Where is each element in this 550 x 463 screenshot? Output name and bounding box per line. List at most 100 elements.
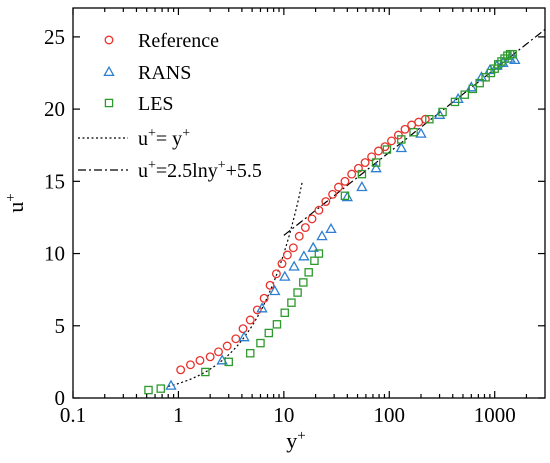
les-point	[201, 367, 210, 377]
y-tick-label: 20	[44, 97, 65, 121]
les-point	[310, 256, 319, 266]
axis-label-sup: +	[3, 193, 19, 201]
les-point	[256, 338, 265, 348]
rans-point	[356, 180, 368, 192]
rans-point	[370, 162, 382, 173]
les-point	[508, 49, 517, 59]
reference-point	[374, 146, 383, 156]
legend-sup: +	[148, 126, 156, 141]
reference-point	[328, 189, 338, 199]
reference-point	[231, 334, 241, 344]
les-point	[224, 357, 233, 367]
rans-point	[288, 260, 300, 271]
rans-point	[433, 108, 446, 119]
reference-point	[294, 231, 304, 241]
reference-point	[300, 223, 310, 233]
legend-marker-triangle	[103, 65, 115, 77]
plot-frame	[72, 7, 546, 399]
legend-line-label: u+= y+	[138, 126, 190, 150]
axis-ticks: 0.1 1 10 100 1000 0 5 10 15 20 25	[44, 8, 545, 427]
legend-sup: +	[218, 158, 226, 173]
rans-point	[509, 53, 521, 65]
reference-point	[185, 360, 195, 370]
les-point	[503, 51, 512, 60]
legend-marker-square	[104, 98, 114, 108]
reference-point	[252, 305, 262, 315]
les-point	[264, 328, 274, 338]
reference-point	[360, 158, 370, 168]
les-point	[245, 348, 255, 358]
les-point	[357, 169, 367, 179]
reference-point	[277, 259, 287, 269]
reference-point	[307, 214, 317, 224]
reference-point	[271, 269, 281, 279]
reference-point	[367, 152, 377, 162]
les-point	[382, 145, 392, 154]
reference-point	[387, 136, 396, 146]
rans-point	[395, 141, 408, 153]
rans-point	[298, 250, 310, 261]
rans-point	[256, 302, 268, 313]
legend-text: u	[138, 128, 148, 150]
y-tick-label: 15	[44, 169, 65, 193]
reference-point	[334, 182, 343, 192]
les-point	[438, 107, 447, 117]
les-point	[409, 127, 418, 137]
axis-label-base: y	[286, 428, 297, 453]
legend-text: = y	[156, 128, 182, 150]
y-tick-label: 25	[44, 25, 65, 49]
rans-point	[165, 379, 177, 390]
legend-label: RANS	[138, 62, 191, 84]
reference-point	[347, 169, 357, 179]
rans-point	[316, 230, 328, 241]
reference-point	[214, 347, 223, 357]
legend-label: Reference	[138, 30, 219, 52]
x-tick-label: 100	[374, 403, 406, 427]
reference-point	[222, 341, 232, 351]
rans-point	[307, 241, 319, 252]
legend-text: u	[138, 160, 148, 182]
reference-point	[380, 142, 390, 152]
les-point	[468, 84, 478, 94]
rans-point	[325, 222, 337, 234]
y-tick-label: 5	[55, 314, 66, 338]
les-point	[460, 90, 470, 99]
rans-point	[465, 81, 478, 92]
les-point	[371, 158, 381, 167]
les-point	[425, 114, 434, 124]
reference-point	[205, 352, 215, 362]
legend-text: =2.5lny	[156, 160, 218, 182]
axis-label-sup: +	[297, 428, 305, 444]
les-point	[450, 97, 460, 107]
les-point	[314, 249, 324, 258]
les-point	[280, 308, 290, 318]
rans-point	[269, 284, 281, 296]
y-tick-label: 10	[44, 242, 65, 266]
les-point	[144, 385, 153, 395]
rans-point	[415, 127, 427, 138]
les-point	[299, 278, 308, 287]
x-axis-label: y+	[286, 428, 305, 453]
axis-label-base: u	[3, 202, 28, 213]
reference-point	[245, 315, 255, 325]
x-tick-label: 1000	[474, 403, 516, 427]
reference-point	[314, 205, 324, 215]
legend-text: +5.5	[226, 160, 262, 182]
reference-point	[340, 176, 350, 186]
les-point	[397, 135, 406, 144]
les-point	[304, 268, 313, 277]
reference-point	[282, 250, 292, 260]
les-point	[156, 384, 166, 393]
y-axis-label: u+	[3, 193, 28, 212]
plot-marks	[144, 28, 546, 395]
les-point	[500, 54, 509, 63]
legend-label: LES	[138, 93, 174, 115]
x-tick-label: 1	[173, 403, 184, 427]
reference-point	[400, 124, 410, 134]
reference-point	[265, 280, 275, 290]
y-tick-label: 0	[55, 386, 66, 410]
reference-point	[321, 197, 331, 207]
legend-marker-circle	[104, 35, 114, 45]
